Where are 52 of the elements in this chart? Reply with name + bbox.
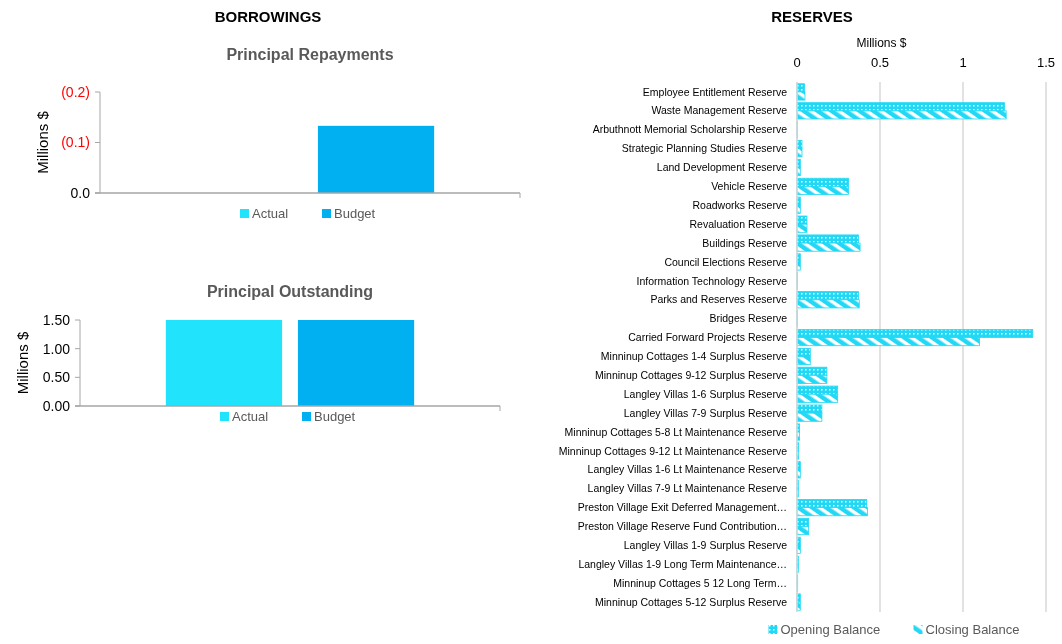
y-tick-label: Langley Villas 1-9 Surplus Reserve	[623, 539, 788, 552]
y-tick-label: Minninup Cottages 5-8 Lt Maintenance Reserve	[564, 425, 788, 438]
x-tick-label: 0	[793, 55, 801, 70]
x-axis-title: Millions $	[856, 36, 907, 50]
y-tick-label: Carried Forward Projects Reserve	[628, 331, 788, 344]
legend-label: Actual	[252, 206, 289, 221]
chart-title: RESERVES	[771, 8, 853, 25]
y-tick-label: Land Development Reserve	[656, 161, 788, 174]
y-tick-label: 0.50	[42, 369, 71, 386]
y-tick-label: Minninup Cottages 1-4 Surplus Reserve	[600, 350, 788, 363]
y-tick-label: Langley Villas 1-9 Long Term Maintenance…	[578, 557, 787, 570]
y-tick-label: Parks and Reserves Reserve	[650, 293, 788, 306]
y-tick-label: Langley Villas 1-6 Surplus Reserve	[623, 387, 788, 400]
y-tick-label: Minninup Cottages 9-12 Surplus Reserve	[594, 369, 788, 382]
legend-label: Budget	[314, 409, 356, 424]
y-tick-label: Council Elections Reserve	[664, 255, 788, 268]
y-axis-title: Millions $	[34, 110, 51, 174]
y-axis-title: Millions $	[14, 331, 31, 395]
y-tick-label: Employee Entitlement Reserve	[642, 85, 788, 98]
y-tick-label: 1.50	[42, 311, 71, 328]
legend-label: Closing Balance	[925, 622, 1020, 637]
y-tick-label: Minninup Cottages 9-12 Lt Maintenance Reserve	[558, 444, 788, 457]
y-tick-label: 1.00	[42, 340, 71, 357]
y-tick-label: Langley Villas 7-9 Lt Maintenance Reserve	[587, 482, 788, 495]
y-tick-label: Buildings Reserve	[702, 236, 788, 249]
legend-label: Budget	[334, 206, 376, 221]
x-tick-label: 0.5	[870, 55, 890, 70]
y-tick-label: Preston Village Exit Deferred Management…	[577, 501, 787, 514]
y-tick-label: Information Technology Reserve	[636, 274, 788, 287]
legend-label: Opening Balance	[780, 622, 881, 637]
x-tick-label: 1	[959, 55, 967, 70]
y-tick-label: Minninup Cottages 5 12 Long Term…	[613, 576, 787, 589]
y-tick-label: Bridges Reserve	[709, 312, 788, 325]
text: BORROWINGS	[214, 8, 322, 25]
y-tick-label: Waste Management Reserve	[651, 104, 788, 117]
chart-title: Principal Outstanding	[206, 283, 374, 300]
y-tick-label: Langley Villas 1-6 Lt Maintenance Reserve	[587, 463, 788, 476]
legend-label: Actual	[232, 409, 269, 424]
x-tick-label: 1.5	[1036, 55, 1056, 70]
y-tick-label: Minninup Cottages 5-12 Surplus Reserve	[594, 595, 788, 608]
y-tick-label: Roadworks Reserve	[692, 198, 788, 211]
y-tick-label: Strategic Planning Studies Reserve	[621, 142, 788, 155]
y-tick-label: (0.2)	[61, 83, 90, 100]
y-tick-label: 0.00	[42, 397, 71, 414]
y-tick-label: Preston Village Reserve Fund Contribution…	[577, 520, 787, 533]
y-tick-label: Arbuthnott Memorial Scholarship Reserve	[592, 123, 788, 136]
y-tick-label: Revaluation Reserve	[689, 217, 788, 230]
y-tick-label: Vehicle Reserve	[711, 180, 788, 193]
y-tick-label: Langley Villas 7-9 Surplus Reserve	[623, 406, 788, 419]
y-tick-label: 0.0	[70, 184, 91, 201]
chart-title: Principal Repayments	[226, 46, 394, 63]
y-tick-label: (0.1)	[61, 134, 90, 151]
